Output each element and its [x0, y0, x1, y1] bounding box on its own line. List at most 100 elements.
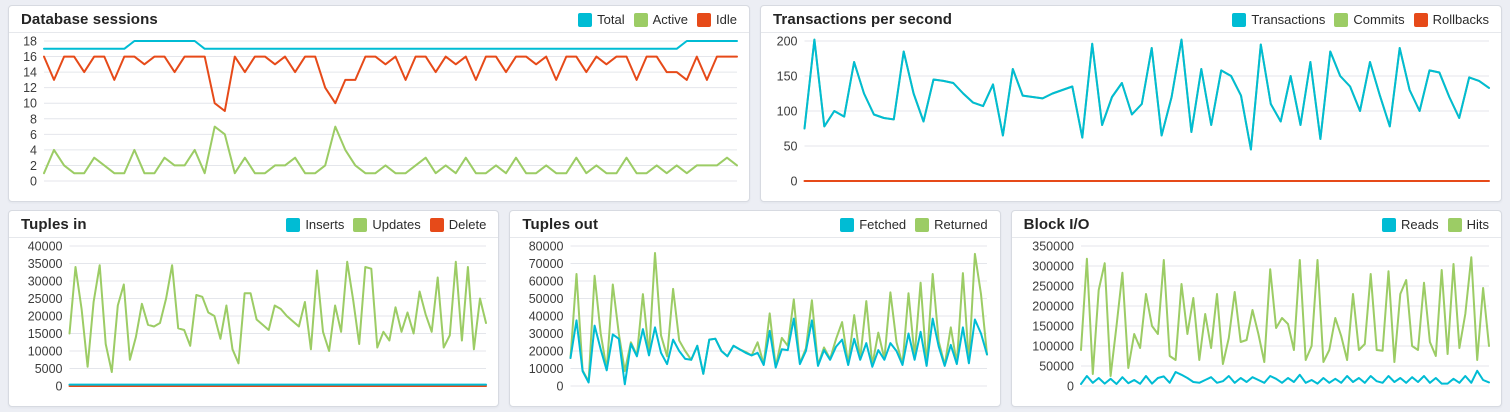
legend-item-transactions: Transactions [1232, 12, 1325, 27]
panel-header: Block I/O Reads Hits [1011, 211, 1501, 238]
y-axis-tick-label: 15000 [28, 327, 63, 341]
legend-label: Returned [934, 217, 988, 232]
legend-label: Inserts [305, 217, 345, 232]
legend-label: Transactions [1251, 12, 1326, 27]
y-axis-tick-label: 25000 [28, 292, 63, 306]
series-line-total [43, 40, 738, 50]
tuples-out-chart: 0 10000 20000 30000 40000 50000 60000 70000 8000… [510, 238, 999, 406]
legend-item-commits: Commits [1334, 12, 1405, 27]
y-axis-tick-label: 0 [56, 380, 63, 394]
legend-swatch-icon [578, 12, 593, 27]
legend-label: Commits [1353, 12, 1405, 27]
legend-swatch-icon [840, 217, 855, 232]
y-axis-tick-label: 150000 [1032, 320, 1074, 334]
y-axis-tick-label: 12 [23, 81, 37, 95]
y-axis-tick-label: 200 [777, 35, 798, 49]
legend-item-inserts: Inserts [286, 217, 344, 232]
legend-item-returned: Returned [915, 217, 988, 232]
legend-item-fetched: Fetched [840, 217, 906, 232]
legend-swatch-icon [286, 217, 301, 232]
y-axis-tick-label: 8 [30, 112, 37, 126]
legend: Total Active Idle [569, 12, 737, 27]
chart-canvas: 0 50 100 150 200 [777, 35, 1490, 189]
y-axis-tick-label: 0 [30, 175, 37, 189]
y-axis-tick-label: 0 [557, 380, 564, 394]
panel-block-io: Block I/O Reads Hits 0 50000 100000 150000 20… [1010, 210, 1502, 407]
y-axis-tick-label: 20000 [529, 345, 564, 359]
series-line-returned [569, 252, 989, 383]
series-line-updates [68, 260, 487, 373]
legend: Transactions Commits Rollbacks [1223, 12, 1489, 27]
panel-title: Tuples out [522, 216, 599, 233]
panel-title: Tuples in [21, 216, 87, 233]
panel-header: Tuples out Fetched Returned [510, 211, 1000, 238]
legend: Fetched Returned [831, 217, 988, 232]
series-line-transactions [803, 38, 1490, 151]
chart-canvas: 0 50000 100000 150000 200000 250000 300000 3500… [1032, 240, 1490, 394]
legend-label: Fetched [859, 217, 907, 232]
y-axis-tick-label: 2 [30, 159, 37, 173]
panel-tuples-out: Tuples out Fetched Returned 0 10000 20000 30… [509, 210, 1001, 407]
legend-swatch-icon [915, 217, 930, 232]
y-axis-tick-label: 20000 [28, 310, 63, 324]
y-axis-tick-label: 10000 [529, 362, 564, 376]
y-axis-tick-label: 300000 [1032, 260, 1074, 274]
y-axis-tick-label: 50000 [1039, 360, 1074, 374]
legend-item-reads: Reads [1382, 217, 1439, 232]
legend-item-hits: Hits [1447, 217, 1489, 232]
y-axis-tick-label: 5000 [35, 362, 63, 376]
database-sessions-chart: 0 2 4 6 8 10 12 14 16 18 [9, 33, 749, 201]
y-axis-tick-label: 70000 [529, 257, 564, 271]
y-axis-tick-label: 200000 [1032, 300, 1074, 314]
y-axis-tick-label: 0 [1067, 380, 1074, 394]
y-axis-tick-label: 30000 [529, 327, 564, 341]
series-line-hits [1079, 256, 1490, 377]
y-axis-tick-label: 100 [777, 105, 798, 119]
legend-label: Updates [372, 217, 421, 232]
legend-swatch-icon [1382, 217, 1397, 232]
legend-item-rollbacks: Rollbacks [1413, 12, 1489, 27]
panel-header: Database sessions Total Active Idle [9, 6, 749, 33]
legend: Reads Hits [1373, 217, 1489, 232]
y-axis-tick-label: 80000 [529, 240, 564, 254]
legend-item-total: Total [578, 12, 625, 27]
legend-swatch-icon [1447, 217, 1462, 232]
panel-title: Database sessions [21, 11, 158, 28]
tuples-in-chart: 0 5000 10000 15000 20000 25000 30000 35000 40000 [9, 238, 498, 406]
legend-label: Active [652, 12, 689, 27]
y-axis-tick-label: 14 [23, 66, 37, 80]
legend-label: Total [597, 12, 625, 27]
legend-label: Rollbacks [1432, 12, 1489, 27]
legend-swatch-icon [633, 12, 648, 27]
legend-item-delete: Delete [429, 217, 486, 232]
legend-label: Idle [716, 12, 737, 27]
panel-header: Tuples in Inserts Updates Delete [9, 211, 499, 238]
y-axis-tick-label: 10 [23, 97, 37, 111]
y-axis-tick-label: 50000 [529, 292, 564, 306]
y-axis-tick-label: 0 [791, 175, 798, 189]
y-axis-tick-label: 18 [23, 35, 37, 49]
panel-title: Transactions per second [773, 11, 953, 28]
dashboard-bottom-row: Tuples in Inserts Updates Delete 0 5000 1000… [8, 210, 1502, 407]
y-axis-tick-label: 50 [784, 140, 798, 154]
legend-item-active: Active [633, 12, 689, 27]
series-line-fetched [569, 317, 989, 386]
legend-item-idle: Idle [697, 12, 737, 27]
y-axis-tick-label: 100000 [1032, 340, 1074, 354]
y-axis-tick-label: 30000 [28, 275, 63, 289]
legend-swatch-icon [697, 12, 712, 27]
chart-canvas: 0 5000 10000 15000 20000 25000 30000 35000 40000 [28, 240, 487, 394]
panel-header: Transactions per second Transactions Comm… [761, 6, 1501, 33]
block-io-chart: 0 50000 100000 150000 200000 250000 300000 3500… [1012, 238, 1501, 406]
y-axis-tick-label: 16 [23, 50, 37, 64]
series-line-commits [803, 38, 1490, 151]
y-axis-tick-label: 4 [30, 143, 37, 157]
y-axis-tick-label: 350000 [1032, 240, 1074, 254]
legend-swatch-icon [353, 217, 368, 232]
legend-swatch-icon [1334, 12, 1349, 27]
panel-tuples-in: Tuples in Inserts Updates Delete 0 5000 1000… [8, 210, 500, 407]
chart-canvas: 0 10000 20000 30000 40000 50000 60000 70000 8000… [529, 240, 989, 394]
y-axis-tick-label: 40000 [28, 240, 63, 254]
